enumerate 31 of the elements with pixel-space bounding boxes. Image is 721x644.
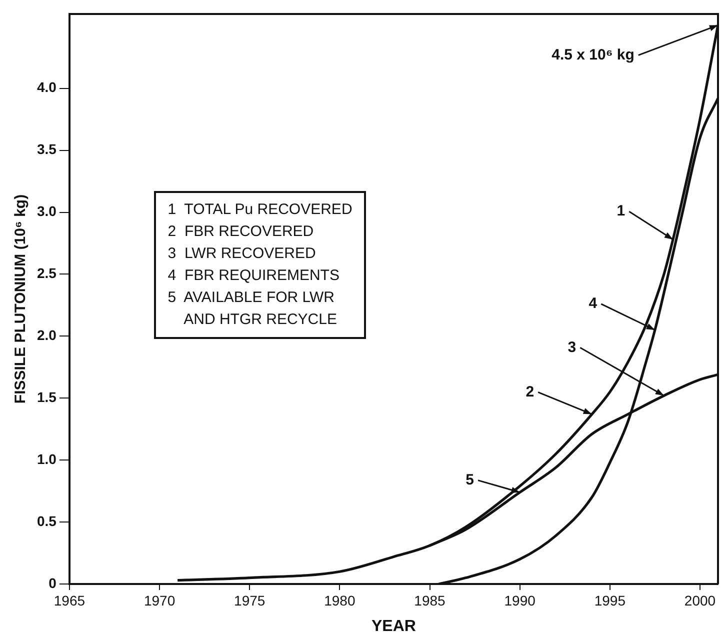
y-tick-label: 2.0 bbox=[36, 327, 57, 344]
y-tick-label: 0.5 bbox=[36, 512, 57, 529]
annotation: 2 bbox=[526, 383, 534, 400]
x-tick-label: 1985 bbox=[414, 592, 446, 608]
y-tick-label: 0 bbox=[48, 574, 57, 591]
y-tick-label: 2.5 bbox=[36, 265, 57, 282]
annotation: 1 bbox=[616, 202, 626, 220]
x-tick-label: 1975 bbox=[234, 592, 266, 608]
y-tick-label: 1.0 bbox=[36, 450, 57, 467]
annotation: 5 AVAILABLE FOR LWR bbox=[168, 288, 336, 308]
x-tick-label: 1965 bbox=[54, 592, 86, 608]
y-tick-label: 4.0 bbox=[36, 79, 57, 96]
x-axis-title: YEAR bbox=[372, 618, 416, 635]
y-tick-label: 3.5 bbox=[36, 141, 57, 158]
annotation: 4 FBR REQUIREMENTS bbox=[168, 266, 340, 286]
annotation: AND HTGR RECYCLE bbox=[182, 310, 338, 330]
annotation: 1 TOTAL Pu RECOVERED bbox=[168, 200, 352, 220]
y-tick-label: 3.0 bbox=[36, 203, 57, 220]
annotation: 4.5 x 10⁶ kg bbox=[552, 46, 634, 64]
y-axis-title: FISSILE PLUTONIUM (10⁶ kg) bbox=[12, 194, 30, 404]
annotation: 4 bbox=[588, 295, 598, 312]
annotation: 3 LWR RECOVERED bbox=[168, 244, 317, 264]
x-tick-label: 2000 bbox=[684, 592, 716, 608]
x-tick-label: 1970 bbox=[144, 592, 176, 608]
x-tick-label: 1980 bbox=[324, 592, 356, 608]
x-tick-label: 1995 bbox=[594, 592, 626, 608]
y-tick-label: 1.5 bbox=[36, 388, 57, 405]
annotation: 2 FBR RECOVERED bbox=[168, 222, 315, 242]
x-tick-label: 1990 bbox=[504, 592, 536, 608]
annotation: 5 bbox=[466, 471, 474, 488]
annotation: 3 bbox=[568, 338, 576, 356]
